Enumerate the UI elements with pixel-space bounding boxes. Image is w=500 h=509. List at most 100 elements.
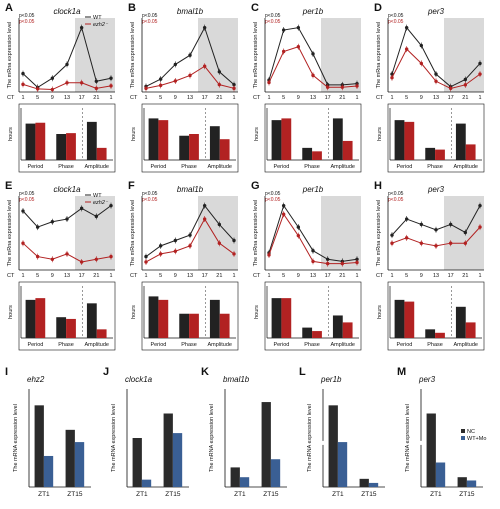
x-tick-label: 9 — [51, 273, 54, 279]
bar-wt — [332, 315, 343, 338]
panel-letter: F — [128, 180, 135, 192]
legend-label-ezh2: ezh2⁻ — [93, 22, 109, 28]
y-axis-label: The mRNA expression level — [13, 404, 19, 472]
bar-ezh2 — [342, 322, 353, 338]
bar-ezh2 — [96, 147, 107, 160]
x-tick-label: 9 — [420, 273, 423, 279]
bar-category-label: Period — [150, 164, 166, 170]
x-tick-label: 13 — [433, 95, 439, 101]
gene-title: per3 — [427, 7, 445, 16]
bar-ezh2 — [281, 298, 292, 338]
y-axis-label: The mRna expression level — [253, 200, 259, 267]
y-axis-label: The mRna expression level — [7, 200, 13, 267]
x-axis-label: CT — [376, 95, 384, 101]
bar-nc — [163, 413, 173, 487]
x-tick-label: 9 — [51, 95, 54, 101]
bar-wt — [394, 299, 405, 338]
x-tick-label: 13 — [187, 273, 193, 279]
bar-wt-mo — [466, 480, 477, 487]
bar-wt — [455, 306, 466, 338]
bar-category-label: Amplitude — [208, 342, 232, 348]
bar-category-label: Phase — [181, 342, 197, 348]
bar-category-label: Period — [273, 164, 289, 170]
bar-wt — [271, 298, 282, 338]
bar-wt — [332, 118, 343, 160]
bar-ezh2 — [281, 118, 292, 160]
bar-wt — [394, 120, 405, 160]
x-tick-label: 17 — [325, 273, 331, 279]
y-axis-label: The mRna expression level — [130, 200, 136, 267]
x-tick-label: 1 — [355, 273, 358, 279]
bar-ezh2 — [312, 151, 322, 160]
bar-category-label: Period — [27, 164, 43, 170]
x-tick-label: 5 — [159, 95, 162, 101]
bar-wt-mo — [239, 477, 250, 487]
gene-title: per1b — [302, 7, 324, 16]
axis-break — [320, 440, 326, 445]
p-value-wt: p<0.05 — [388, 191, 404, 197]
p-value-ezh2: p<0.05 — [265, 197, 281, 203]
bar-panel-frame — [141, 281, 239, 351]
bar-wt-mo — [368, 482, 379, 487]
x-tick-label: 1 — [355, 95, 358, 101]
legend-label-wt-mo: WT+Mo — [467, 436, 486, 442]
x-tick-label: 5 — [282, 95, 285, 101]
p-value-wt: p<0.05 — [388, 13, 404, 19]
bar-wt — [86, 121, 97, 160]
x-axis-label: CT — [7, 95, 15, 101]
bar-ezh2 — [219, 139, 230, 160]
x-tick-label: ZT1 — [136, 491, 148, 498]
bar-panel-frame — [387, 281, 485, 351]
legend-swatch-nc — [461, 429, 465, 433]
x-tick-label: 17 — [79, 273, 85, 279]
x-tick-label: 1 — [478, 95, 481, 101]
gene-title: per3 — [418, 375, 436, 384]
x-tick-label: 13 — [310, 273, 316, 279]
x-tick-label: 17 — [448, 273, 454, 279]
x-tick-label: 1 — [21, 273, 24, 279]
bar-nc — [261, 402, 271, 487]
gene-title: per3 — [427, 185, 445, 194]
bar-nc — [328, 405, 338, 487]
x-tick-label: 1 — [232, 95, 235, 101]
x-tick-label: 1 — [390, 273, 393, 279]
panel-letter: A — [5, 2, 13, 14]
y-axis-label: The mRna expression level — [376, 22, 382, 89]
bar-category-label: Phase — [304, 164, 320, 170]
legend-label-wt: WT — [93, 15, 102, 21]
x-tick-label: 1 — [267, 273, 270, 279]
bar-wt-mo — [337, 442, 348, 487]
panel-letter: M — [397, 366, 406, 378]
x-tick-label: ZT15 — [67, 491, 83, 498]
bar-y-label: hours — [8, 127, 14, 141]
x-tick-label: 17 — [202, 273, 208, 279]
bar-category-label: Phase — [58, 164, 74, 170]
bar-wt — [302, 147, 313, 160]
bar-ezh2 — [404, 301, 415, 338]
bar-ezh2 — [158, 120, 169, 160]
panel-letter: H — [374, 180, 382, 192]
panel-letter: J — [103, 366, 109, 378]
bar-ezh2 — [404, 121, 415, 160]
x-tick-label: 1 — [109, 273, 112, 279]
bar-ezh2 — [66, 133, 76, 160]
panel-letter: D — [374, 2, 382, 14]
p-value-wt: p<0.05 — [265, 13, 281, 19]
bar-wt-mo — [43, 455, 54, 487]
bar-wt-mo — [435, 462, 446, 487]
x-tick-label: ZT1 — [38, 491, 50, 498]
p-value-wt: p<0.05 — [142, 191, 158, 197]
x-tick-label: 9 — [420, 95, 423, 101]
bar-category-label: Amplitude — [454, 342, 478, 348]
panel-letter: B — [128, 2, 136, 14]
bar-ezh2 — [189, 313, 199, 338]
x-axis-label: CT — [253, 273, 261, 279]
x-tick-label: 1 — [267, 95, 270, 101]
p-value-ezh2: p<0.05 — [388, 19, 404, 25]
x-tick-label: 13 — [64, 273, 70, 279]
bar-category-label: Amplitude — [331, 342, 355, 348]
